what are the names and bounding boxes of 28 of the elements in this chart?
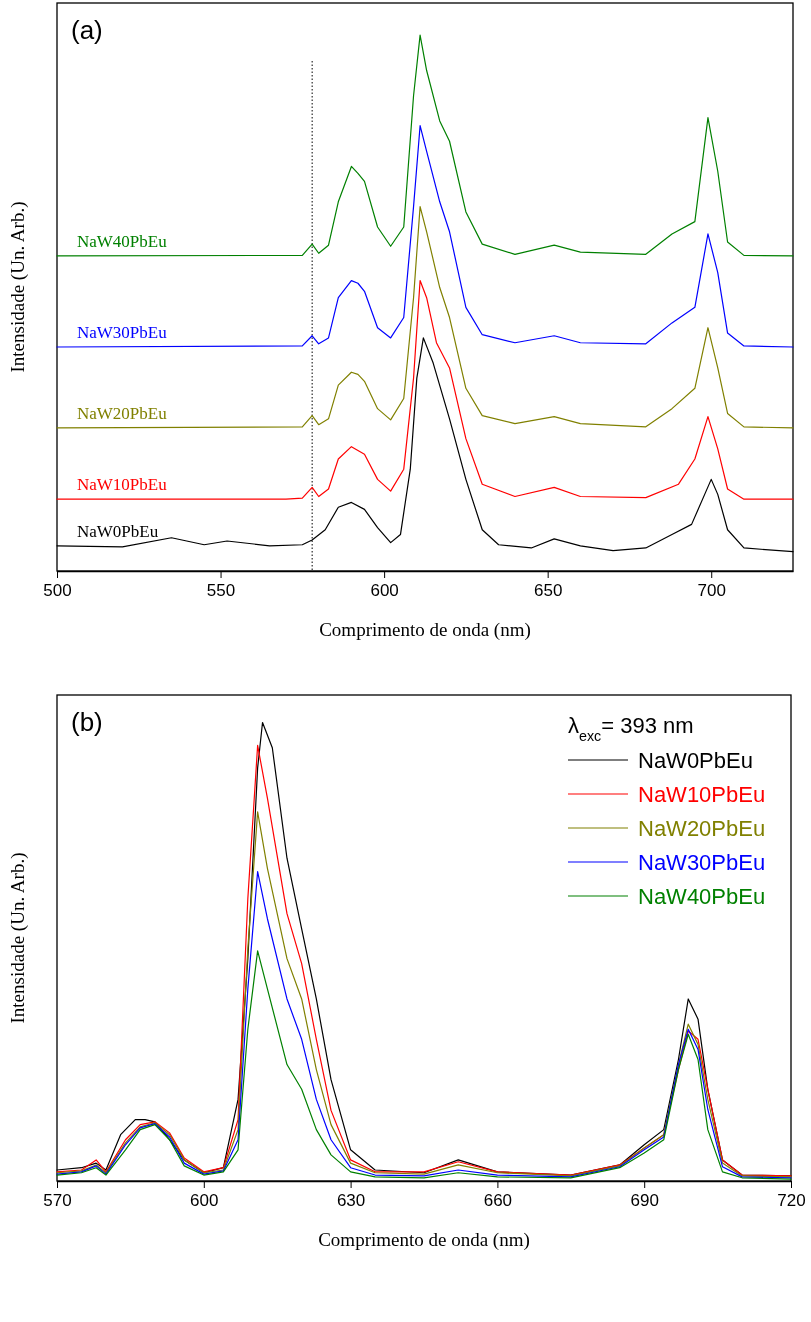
legend-label: NaW0PbEu	[638, 748, 753, 773]
legend-label: NaW40PbEu	[638, 884, 766, 909]
x-tick-label: 500	[43, 581, 72, 601]
series-label: NaW20PbEu	[77, 403, 168, 423]
series-label: NaW40PbEu	[77, 231, 168, 251]
legend-label: NaW20PbEu	[638, 816, 766, 841]
x-tick-label: 660	[483, 1191, 513, 1211]
x-tick-label: 720	[777, 1191, 806, 1211]
x-tick-label: 600	[190, 1191, 219, 1211]
x-tick-label: 570	[43, 1191, 72, 1211]
legend-label: NaW30PbEu	[638, 850, 766, 875]
x-tick-label: 690	[630, 1191, 659, 1211]
y-axis-title: Intensidade (Un. Arb.)	[7, 852, 29, 1024]
x-tick-label: 650	[533, 581, 563, 601]
x-tick-label: 550	[206, 581, 236, 601]
x-axis-title: Comprimento de onda (nm)	[318, 1229, 530, 1251]
series-label: NaW0PbEu	[77, 521, 159, 541]
y-axis-title: Intensidade (Un. Arb.)	[7, 201, 29, 373]
chart-title: (a)	[71, 15, 103, 45]
legend-label: NaW10PbEu	[638, 782, 766, 807]
series-label: NaW30PbEu	[77, 323, 168, 343]
legend-title: λ$_{exc}$= 393 nm	[568, 713, 694, 744]
chart-title: (b)	[71, 707, 103, 737]
x-tick-label: 600	[370, 581, 399, 601]
x-axis-title: Comprimento de onda (nm)	[319, 619, 531, 641]
x-tick-label: 700	[697, 581, 726, 601]
series-label: NaW10PbEu	[77, 475, 168, 495]
x-tick-label: 630	[336, 1191, 366, 1211]
